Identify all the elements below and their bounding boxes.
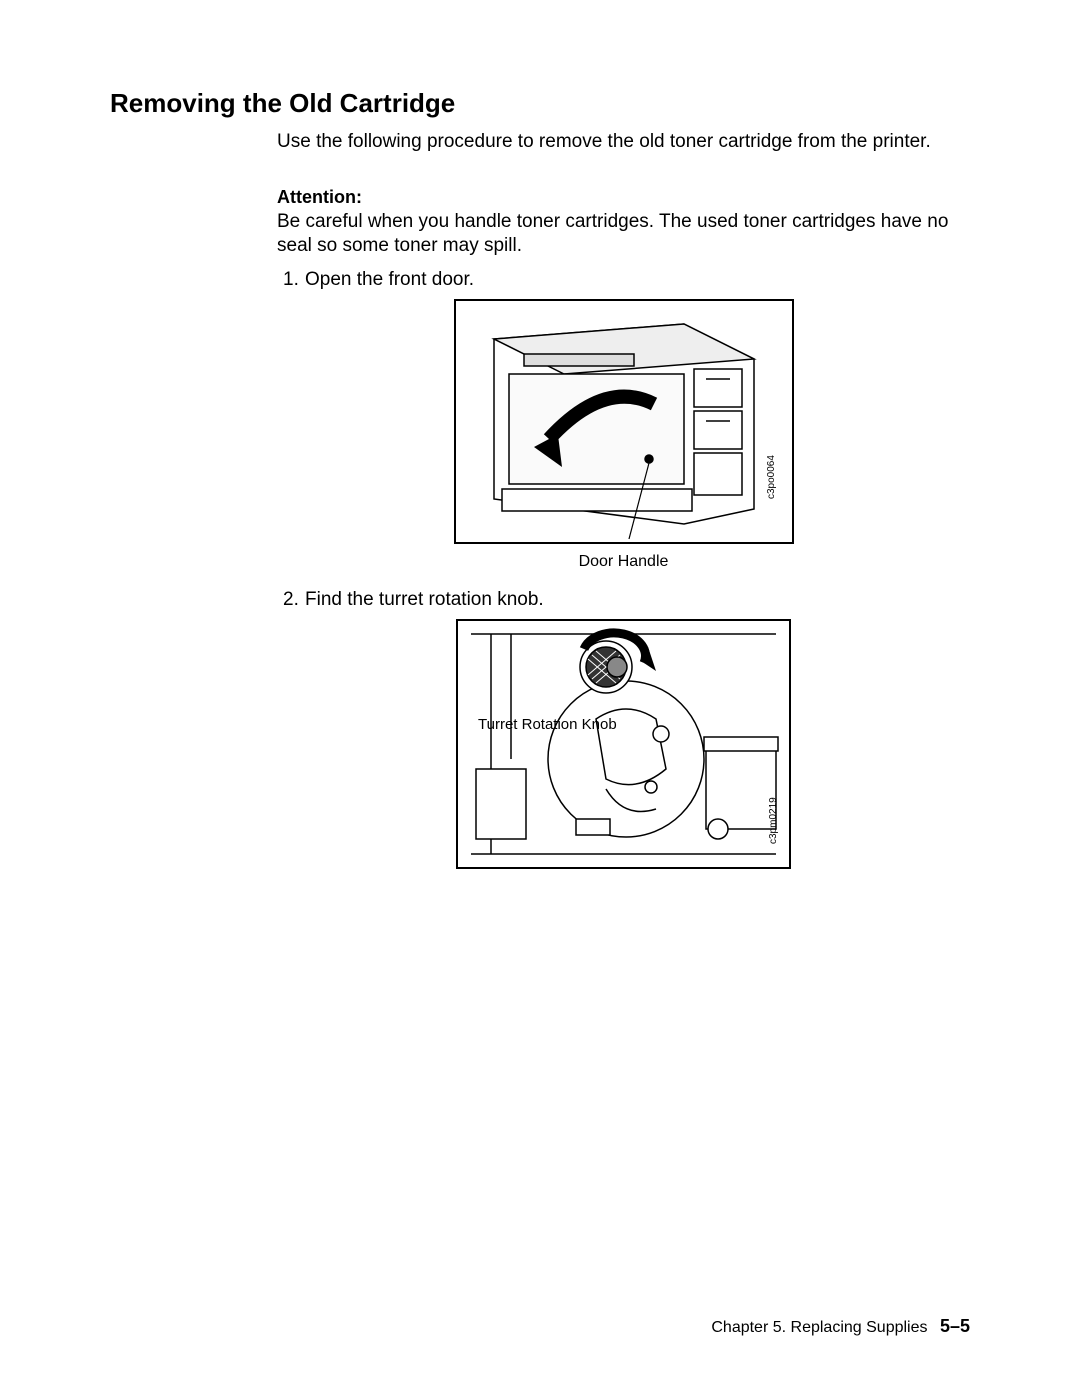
step-1-text: Open the front door. [305, 269, 474, 291]
step-2-number: 2. [277, 589, 305, 611]
step-2-text: Find the turret rotation knob. [305, 589, 544, 611]
section-title: Removing the Old Cartridge [110, 88, 970, 119]
intro-paragraph: Use the following procedure to remove th… [277, 129, 970, 155]
attention-label: Attention: [277, 187, 970, 208]
footer-chapter: Chapter 5. Replacing Supplies [711, 1319, 927, 1336]
figure-1-code: c3po0064 [766, 455, 777, 499]
figure-2-inner-label: Turret Rotation Knob [478, 716, 617, 733]
step-1-number: 1. [277, 269, 305, 291]
footer-page-number: 5–5 [940, 1316, 970, 1336]
step-2: 2. Find the turret rotation knob. [277, 589, 970, 611]
figure-2-code: c3pm0219 [768, 797, 779, 844]
figure-1: c3po0064 Door Handle [277, 299, 970, 571]
step-1: 1. Open the front door. [277, 269, 970, 291]
attention-text: Be careful when you handle toner cartrid… [277, 210, 970, 259]
figure-2: Turret Rotation Knob c3pm0219 [277, 619, 970, 874]
figure-1-caption: Door Handle [277, 553, 970, 571]
page-footer: Chapter 5. Replacing Supplies 5–5 [711, 1316, 970, 1337]
